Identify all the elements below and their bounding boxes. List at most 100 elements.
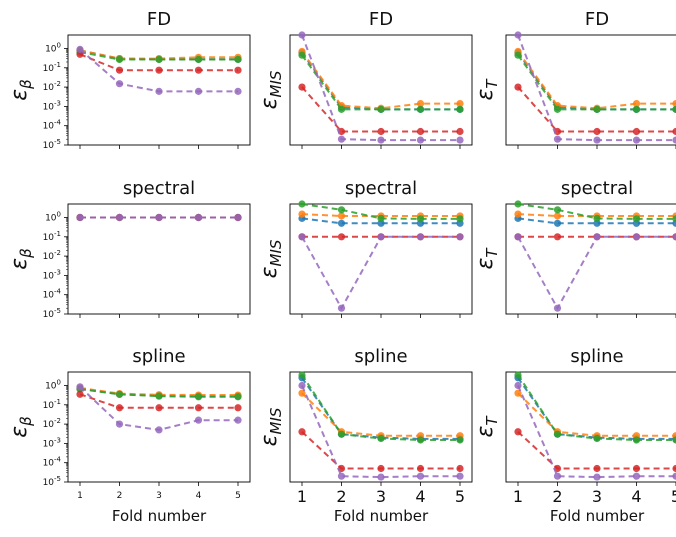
data-point (593, 473, 601, 481)
y-tick-label: 10-1 (43, 398, 61, 411)
data-point (115, 390, 124, 398)
series-line (79, 49, 238, 60)
y-axis-label-subscript: MIS (267, 407, 285, 434)
y-axis-label-subscript: T (483, 247, 501, 258)
data-point (456, 233, 464, 241)
data-point (377, 473, 385, 481)
subplot-title: spline (570, 346, 623, 367)
data-point (593, 434, 601, 443)
data-point (632, 464, 641, 473)
data-point (337, 206, 346, 214)
y-tick-label: 10-1 (43, 61, 61, 74)
data-point (234, 416, 242, 424)
data-point (115, 80, 124, 88)
data-point (155, 55, 163, 64)
data-point (553, 105, 562, 113)
subplot-title: spectral (123, 178, 195, 199)
series-line (301, 86, 460, 133)
series-line (517, 52, 676, 111)
data-point (234, 66, 242, 74)
data-point (298, 428, 306, 436)
y-axis-label: εMIS (257, 239, 285, 278)
data-point (155, 404, 163, 412)
subplot-title: FD (585, 9, 609, 30)
data-point (194, 213, 203, 222)
data-point (337, 304, 346, 312)
y-axis-label-subscript: T (483, 78, 501, 89)
data-point (416, 127, 425, 136)
data-point (456, 464, 464, 473)
data-point (155, 213, 163, 222)
data-point (115, 420, 124, 428)
series-line (301, 392, 460, 437)
data-point (632, 99, 641, 108)
y-axis-label-subscript: MIS (267, 70, 285, 97)
data-point (632, 127, 641, 136)
data-point (416, 436, 425, 444)
data-point (672, 472, 676, 480)
x-tick-label: 2 (552, 487, 562, 506)
data-point (416, 472, 425, 480)
y-axis-label: εβ (7, 248, 35, 270)
data-point (377, 434, 385, 443)
x-tick-label: 5 (671, 487, 676, 506)
y-tick-label: 10-3 (43, 99, 61, 112)
y-tick-label: 10-3 (43, 268, 61, 281)
data-point (115, 404, 124, 412)
data-point (553, 135, 562, 143)
axes-frame (505, 371, 676, 483)
y-tick-label: 100 (45, 41, 61, 54)
data-point (593, 233, 601, 241)
data-point (632, 105, 641, 113)
data-point (672, 233, 676, 241)
data-point (456, 105, 464, 113)
y-axis-label: εMIS (257, 407, 285, 446)
series-line (79, 386, 238, 396)
subplot-0-1: FD εMIS (257, 9, 473, 149)
series-line (79, 51, 238, 61)
x-tick-label: 4 (415, 487, 425, 506)
data-point (234, 87, 242, 95)
y-tick-label: 10-2 (43, 249, 61, 262)
x-tick-label: 3 (376, 487, 386, 506)
series-line (517, 213, 676, 217)
data-point (377, 219, 385, 227)
data-point (672, 136, 676, 144)
series-line (301, 235, 460, 311)
series-line (301, 377, 460, 440)
data-point (672, 105, 676, 113)
y-tick-label: 10-5 (43, 475, 61, 488)
data-point (514, 200, 522, 208)
data-point (76, 45, 84, 53)
subplot-1-0: spectral εβ 100 10-1 10-2 10-3 10-4 10-5 (7, 178, 251, 320)
subplot-2-0: spline εβ 100 10-1 10-2 10-3 10-4 10-5 1 2 3 4 5 Fold… (7, 346, 251, 525)
axes-frame (505, 34, 676, 146)
data-point (337, 430, 346, 438)
subplot-title: FD (369, 9, 393, 30)
data-point (456, 99, 464, 108)
data-point (298, 381, 306, 390)
x-tick-label: 4 (196, 491, 202, 501)
data-point (672, 127, 676, 136)
data-point (377, 214, 385, 222)
data-point (194, 393, 203, 401)
data-point (456, 215, 464, 223)
x-axis-label: Fold number (334, 507, 429, 525)
series-line (79, 388, 238, 398)
data-point (514, 83, 522, 91)
y-tick-label: 10-1 (43, 230, 61, 243)
y-tick-label: 10-5 (43, 138, 61, 151)
data-point (416, 105, 425, 113)
subplot-2-2: spline εT 1 2 3 4 5 Fold number (473, 346, 676, 525)
data-point (632, 233, 641, 241)
y-axis-label: εβ (7, 416, 35, 438)
data-point (514, 371, 522, 379)
data-point (76, 383, 84, 391)
data-point (514, 428, 522, 436)
x-tick-label: 1 (77, 491, 83, 501)
y-tick-label: 10-2 (43, 80, 61, 93)
data-point (632, 136, 641, 144)
data-point (76, 390, 84, 398)
series-line (517, 392, 676, 437)
series-line (517, 377, 676, 440)
